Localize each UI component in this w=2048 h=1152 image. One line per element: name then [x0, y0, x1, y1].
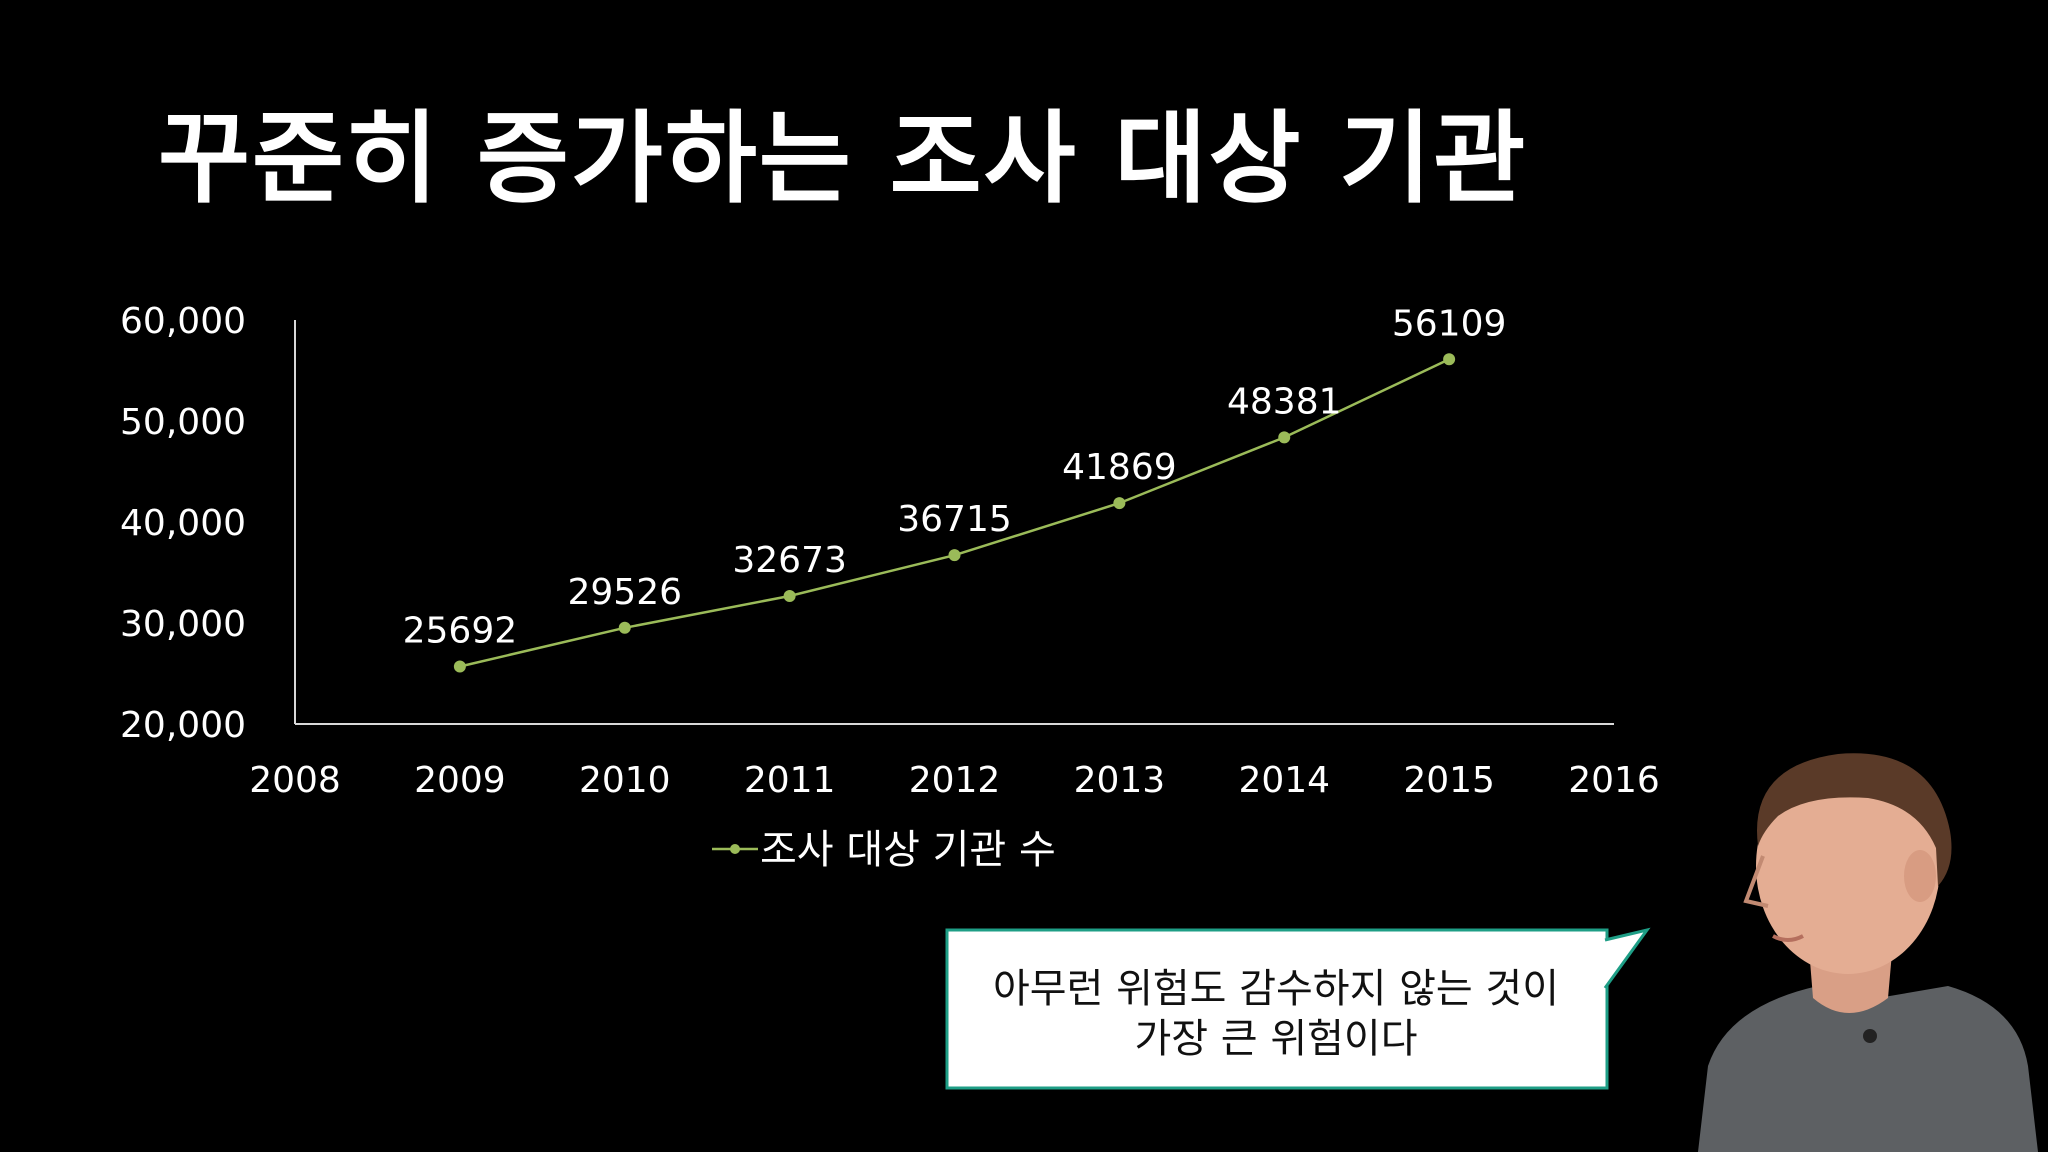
- data-label: 29526: [567, 572, 682, 613]
- legend-point-marker: [730, 844, 740, 854]
- x-tick-labels: 2008 2009 2010 2011 2012 2013 2014 2015 2016: [249, 760, 1660, 801]
- x-tick-label: 2011: [744, 760, 836, 801]
- x-tick-label: 2012: [909, 760, 1001, 801]
- data-label: 25692: [403, 611, 518, 652]
- y-tick-label: 20,000: [120, 705, 246, 746]
- y-tick-label: 60,000: [120, 301, 246, 342]
- data-label: 48381: [1227, 381, 1342, 422]
- x-tick-label: 2009: [414, 760, 506, 801]
- x-tick-label: 2015: [1403, 760, 1495, 801]
- data-points: [453, 353, 1456, 673]
- data-point: [1443, 353, 1456, 366]
- data-label: 41869: [1062, 447, 1177, 488]
- x-tick-label: 2008: [249, 760, 341, 801]
- data-point: [783, 590, 796, 603]
- speaker-photo: [1698, 753, 2038, 1152]
- speech-bubble-tail: [1602, 927, 1651, 989]
- x-tick-label: 2016: [1568, 760, 1660, 801]
- data-label: 56109: [1392, 303, 1507, 344]
- y-tick-label: 30,000: [120, 604, 246, 645]
- y-tick-label: 40,000: [120, 503, 246, 544]
- data-labels: 25692 29526 32673 36715 41869 48381 56109: [403, 303, 1507, 651]
- data-point: [1278, 431, 1291, 444]
- x-tick-label: 2014: [1238, 760, 1330, 801]
- speech-bubble: 아무런 위험도 감수하지 않는 것이 가장 큰 위험이다: [945, 927, 1651, 1090]
- legend: 조사 대상 기관 수: [712, 827, 1056, 873]
- y-tick-label: 50,000: [120, 402, 246, 443]
- data-label: 36715: [897, 499, 1012, 540]
- quote-line-1: 아무런 위험도 감수하지 않는 것이: [992, 966, 1560, 1012]
- data-point: [453, 660, 466, 673]
- legend-label: 조사 대상 기관 수: [760, 827, 1056, 873]
- x-tick-label: 2013: [1074, 760, 1166, 801]
- quote-line-2: 가장 큰 위험이다: [1134, 1016, 1418, 1062]
- data-label: 32673: [732, 540, 847, 581]
- data-point: [618, 621, 631, 634]
- data-point: [1113, 497, 1126, 510]
- slide-title: 꾸준히 증가하는 조사 대상 기관: [158, 100, 1528, 217]
- quote-text: 아무런 위험도 감수하지 않는 것이 가장 큰 위험이다: [945, 964, 1607, 1064]
- y-tick-labels: 20,000 30,000 40,000 50,000 60,000: [120, 301, 246, 746]
- data-point: [948, 549, 961, 562]
- x-tick-label: 2010: [579, 760, 671, 801]
